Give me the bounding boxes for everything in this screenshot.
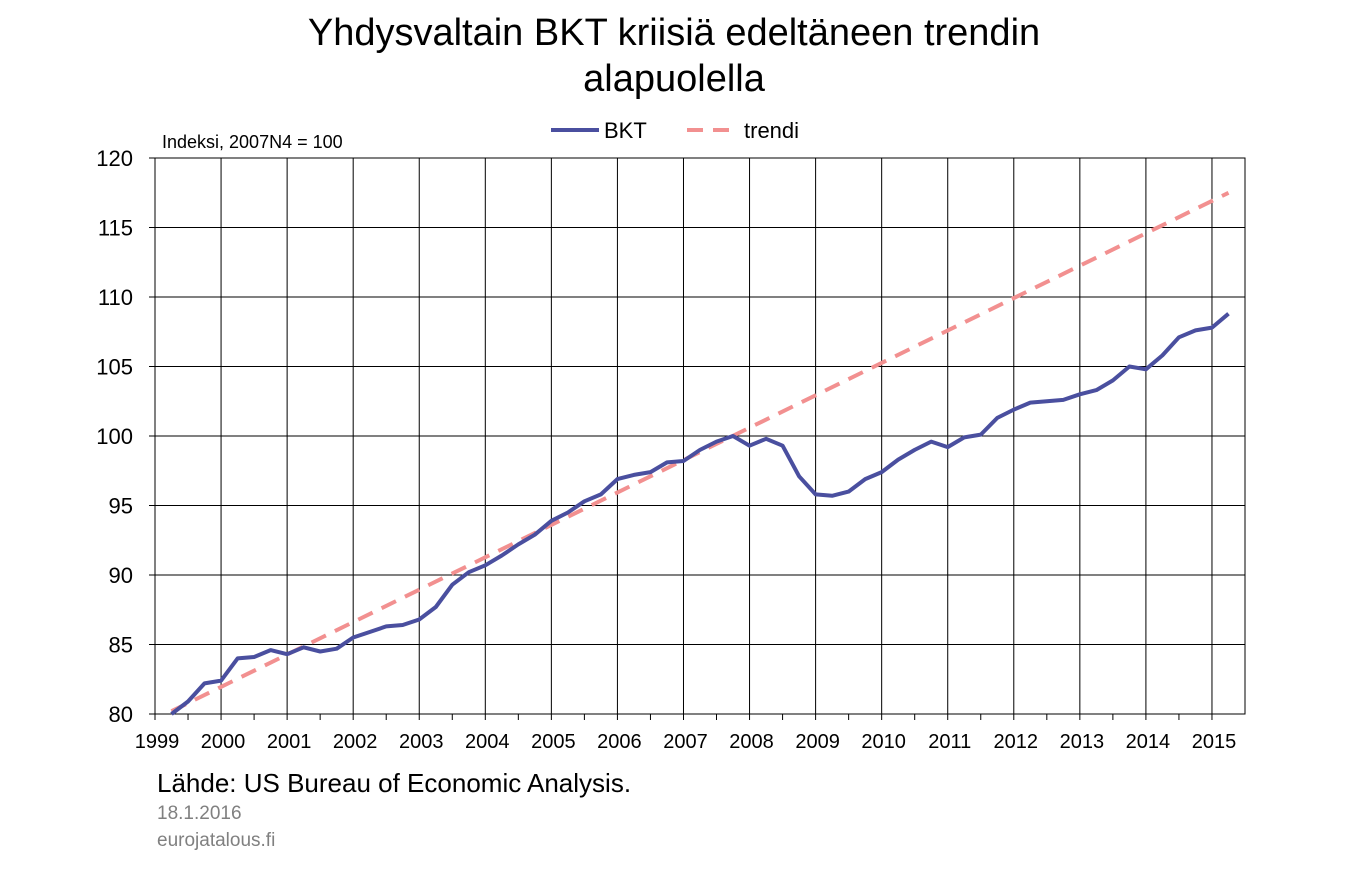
legend-label-bkt: BKT xyxy=(604,118,647,143)
x-tick-label: 2005 xyxy=(531,731,576,753)
x-tick-label: 2004 xyxy=(465,731,510,753)
x-tick-label: 2003 xyxy=(399,731,444,753)
chart-title: Yhdysvaltain BKT kriisiä edeltäneen tren… xyxy=(0,10,1348,102)
y-tick-label: 110 xyxy=(98,285,133,310)
y-tick-label: 105 xyxy=(96,355,133,380)
chart-title-line-2: alapuolella xyxy=(583,58,765,100)
x-tick-label: 2001 xyxy=(267,731,312,753)
chart-title-line-1: Yhdysvaltain BKT kriisiä edeltäneen tren… xyxy=(307,12,1041,54)
series-line-bkt xyxy=(170,312,1230,716)
site-name: eurojatalous.fi xyxy=(157,830,276,851)
y-tick-label: 80 xyxy=(109,702,133,727)
source-note: Lähde: US Bureau of Economic Analysis. xyxy=(157,768,632,798)
x-tick-label: 2009 xyxy=(795,731,840,753)
y-tick-label: 85 xyxy=(109,633,133,658)
y-axis-label: Indeksi, 2007N4 = 100 xyxy=(162,132,343,152)
publish-date: 18.1.2016 xyxy=(157,803,242,824)
x-tick-label: 2007 xyxy=(663,731,708,753)
series-line-trendi xyxy=(170,191,1230,713)
x-tick-label: 2011 xyxy=(928,731,971,753)
x-tick-label: 2008 xyxy=(729,731,774,753)
x-tick-label: 2015 xyxy=(1192,731,1237,753)
y-tick-label: 115 xyxy=(98,216,133,241)
y-tick-label: 95 xyxy=(109,494,133,519)
x-tick-label: 2010 xyxy=(861,731,906,753)
x-tick-label: 2002 xyxy=(333,731,378,753)
x-tick-label: 2012 xyxy=(994,731,1039,753)
y-tick-label: 90 xyxy=(109,563,133,588)
x-tick-label: 2006 xyxy=(597,731,642,753)
y-tick-label: 120 xyxy=(96,146,133,171)
y-tick-label: 100 xyxy=(96,424,133,449)
x-tick-label: 2013 xyxy=(1060,731,1105,753)
x-tick-label: 2014 xyxy=(1126,731,1171,753)
x-tick-label: 2000 xyxy=(201,731,246,753)
legend-label-trendi: trendi xyxy=(744,118,799,143)
x-tick-label: 1999 xyxy=(135,731,180,753)
